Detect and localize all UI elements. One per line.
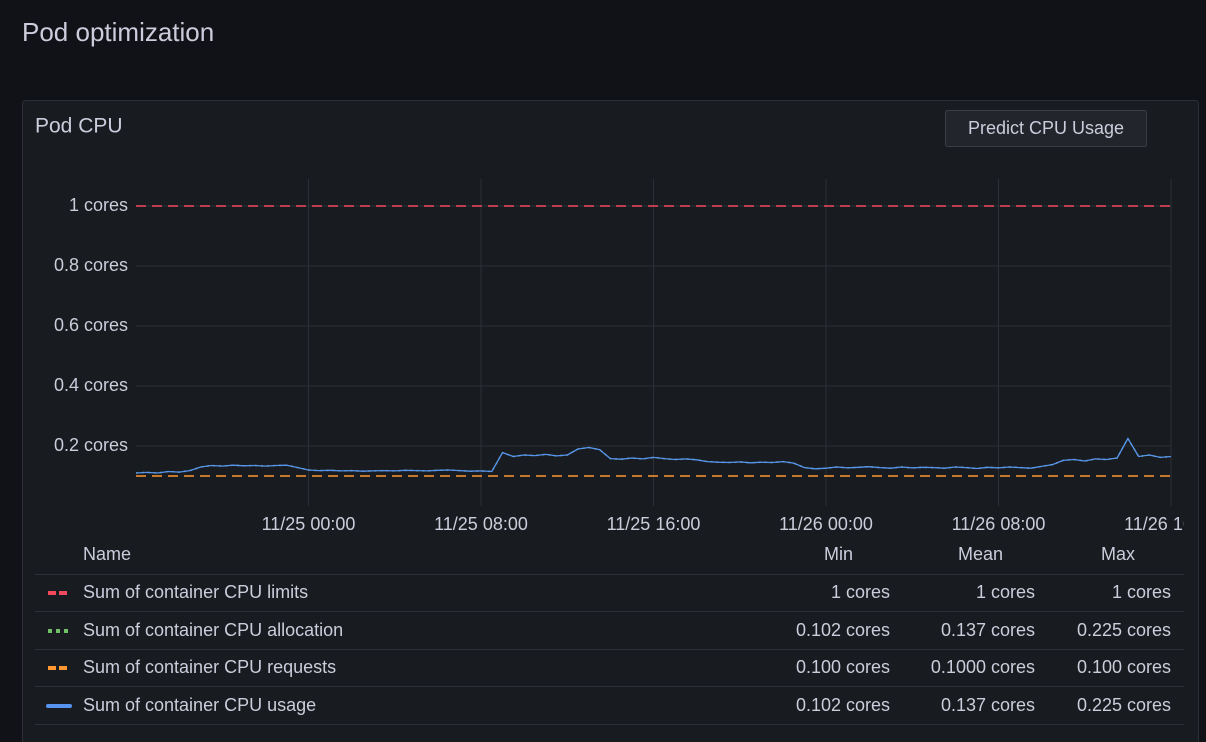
legend-name: Sum of container CPU requests bbox=[83, 657, 336, 677]
predict-button[interactable] bbox=[945, 110, 1147, 147]
y-tick-label: 0.8 cores bbox=[54, 255, 128, 275]
x-tick-label: 11/26 08:00 bbox=[952, 514, 1046, 534]
plot: 0.2 cores 0.4 cores 0.6 cores 0.8 cores 1 co… bbox=[54, 179, 1206, 534]
legend-stat: 0.137 cores bbox=[941, 620, 1035, 640]
x-tick-label: 11/26 00:00 bbox=[779, 514, 873, 534]
y-tick-label: 1 cores bbox=[69, 195, 128, 215]
x-tick-label: 11/25 00:00 bbox=[262, 514, 356, 534]
x-tick-label: 11/25 16:00 bbox=[607, 514, 701, 534]
y-tick-label: 0.6 cores bbox=[54, 315, 128, 335]
y-tick-label: 0.2 cores bbox=[54, 435, 128, 455]
legend-stat: 0.102 cores bbox=[796, 620, 890, 640]
legend-name: Sum of container CPU limits bbox=[83, 582, 308, 602]
legend-stat: 1 cores bbox=[831, 582, 890, 602]
legend-header: Min bbox=[824, 544, 853, 564]
legend-stat: 0.225 cores bbox=[1077, 620, 1171, 640]
y-tick-label: 0.4 cores bbox=[54, 375, 128, 395]
legend-stat: 0.1000 cores bbox=[931, 657, 1035, 677]
legend-stat: 0.137 cores bbox=[941, 695, 1035, 715]
legend: Name Min Mean Max Sum of container CPU limit… bbox=[35, 544, 1184, 725]
legend-stat: 0.100 cores bbox=[796, 657, 890, 677]
legend-header: Max bbox=[1101, 544, 1135, 564]
x-tick-label: 11/25 08:00 bbox=[434, 514, 528, 534]
page-title: Pod optimization bbox=[22, 17, 214, 47]
legend-name: Sum of container CPU allocation bbox=[83, 620, 343, 640]
x-tick-label: 11/26 16:00 bbox=[1124, 514, 1206, 534]
legend-stat: 0.225 cores bbox=[1077, 695, 1171, 715]
legend-stat: 1 cores bbox=[1112, 582, 1171, 602]
legend-header: Name bbox=[83, 544, 131, 564]
legend-header: Mean bbox=[958, 544, 1003, 564]
legend-name: Sum of container CPU usage bbox=[83, 695, 316, 715]
predict-button-label[interactable]: Predict CPU Usage bbox=[968, 118, 1124, 138]
legend-stat: 0.100 cores bbox=[1077, 657, 1171, 677]
panel-title: Pod CPU bbox=[35, 115, 123, 138]
panel bbox=[22, 100, 1199, 742]
legend-stat: 1 cores bbox=[976, 582, 1035, 602]
legend-stat: 0.102 cores bbox=[796, 695, 890, 715]
series-line bbox=[135, 437, 1172, 474]
